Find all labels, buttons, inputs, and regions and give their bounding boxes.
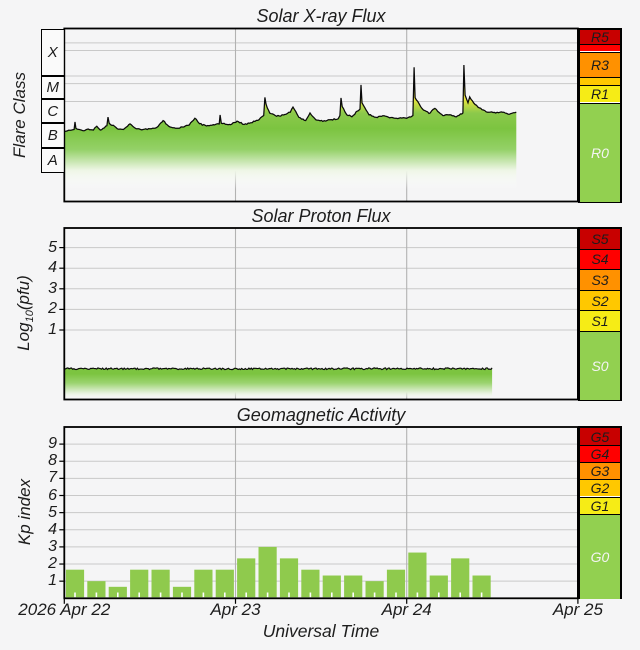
scale-band-S1: S1 <box>580 310 620 331</box>
y-tick-label: 2 <box>48 300 57 318</box>
kp-bar-minor-tick <box>95 592 98 598</box>
s-scale-column: S5 S4 S3 S2 S1 S0 <box>578 227 622 401</box>
scale-band-G3: G3 <box>580 462 620 480</box>
scale-band-G2: G2 <box>580 479 620 497</box>
geomag-panel-title: Geomagnetic Activity <box>236 405 406 425</box>
xray-panel-title: Solar X-ray Flux <box>256 6 386 26</box>
scale-band-G0: G0 <box>580 513 620 600</box>
kp-bar <box>365 581 384 598</box>
kp-bar-minor-tick <box>202 592 205 598</box>
kp-bar-minor-tick <box>159 592 162 598</box>
scale-band-G5: G5 <box>580 428 620 446</box>
flare-class-box-B: B <box>41 123 65 148</box>
y-tick-label: 2 <box>48 555 57 573</box>
kp-bar <box>429 575 448 598</box>
kp-bar-minor-tick <box>266 592 269 598</box>
kp-bar <box>408 552 427 598</box>
kp-bar-minor-tick <box>416 592 419 598</box>
kp-bar <box>258 546 277 598</box>
kp-bar-minor-tick <box>117 592 119 598</box>
kp-bar <box>237 558 256 598</box>
kp-bar-minor-tick <box>459 592 461 598</box>
scale-band-S2: S2 <box>580 289 620 311</box>
date-tick-label: Apr 25 <box>552 600 603 619</box>
kp-bar-minor-tick <box>74 592 76 598</box>
kp-bar <box>130 569 149 598</box>
y-tick-label: 6 <box>48 486 57 504</box>
kp-bar-minor-tick <box>309 592 312 598</box>
kp-bar <box>65 569 85 598</box>
kp-bar-minor-tick <box>331 592 333 598</box>
kp-bar <box>301 569 320 598</box>
kp-bar <box>172 586 192 598</box>
kp-bar <box>215 569 234 598</box>
scale-band-R0: R0 <box>580 102 620 203</box>
xray-flux-area <box>64 65 517 201</box>
y-tick-label: 1 <box>48 572 57 590</box>
xray-y-axis-label: Flare Class <box>10 72 29 158</box>
kp-bar <box>472 575 491 598</box>
r-scale-column: R5 R3 R1 R0 <box>578 27 622 203</box>
scale-band-Rx <box>580 77 620 85</box>
y-tick-label: 3 <box>48 279 57 297</box>
proton-flux-area <box>64 367 493 399</box>
kp-bar-minor-tick <box>245 592 247 598</box>
scale-band-G4: G4 <box>580 445 620 463</box>
kp-bar <box>279 558 299 598</box>
y-tick-label: 9 <box>48 435 57 453</box>
kp-bar <box>344 575 363 598</box>
y-tick-label: 4 <box>48 520 57 538</box>
proton-flux-line <box>64 366 493 371</box>
kp-bar <box>151 569 170 598</box>
scale-band-S0: S0 <box>580 331 620 401</box>
y-tick-label: 5 <box>48 238 57 256</box>
y-tick-label: 3 <box>48 537 57 555</box>
kp-bar <box>108 586 127 598</box>
y-tick-label: 5 <box>48 503 57 521</box>
kp-bar-minor-tick <box>138 592 140 598</box>
kp-bar-minor-tick <box>395 592 397 598</box>
kp-bar <box>87 581 106 598</box>
y-tick-label: 4 <box>48 259 57 277</box>
flare-class-box-C: C <box>41 99 65 124</box>
kp-bar <box>322 575 341 598</box>
flare-class-box-M: M <box>41 76 65 100</box>
kp-bar-minor-tick <box>288 592 290 598</box>
y-tick-label: 1 <box>48 321 57 338</box>
x-axis-label: Universal Time <box>262 621 380 641</box>
kp-bar-minor-tick <box>480 592 483 598</box>
scale-band-R5: R5 <box>580 29 620 45</box>
date-tick-label: Apr 23 <box>210 600 261 619</box>
scale-band-S3: S3 <box>580 269 620 290</box>
plot-border <box>63 426 579 600</box>
plot-border <box>63 227 579 401</box>
g-scale-column: G5 G4 G3 G2 G1 G0 <box>578 426 622 600</box>
scale-band-R3: R3 <box>580 51 620 77</box>
scale-band-S5: S5 <box>580 229 620 249</box>
scale-band-Rx <box>580 43 620 52</box>
flare-class-box-X: X <box>41 28 65 76</box>
proton-panel-title: Solar Proton Flux <box>251 206 391 226</box>
kp-bar-minor-tick <box>181 592 183 598</box>
flare-class-box-A: A <box>41 147 65 173</box>
kp-bar-minor-tick <box>352 592 354 598</box>
kp-bar-minor-tick <box>224 592 226 598</box>
xray-flux-line <box>64 64 517 133</box>
kp-bar <box>451 558 470 598</box>
scale-band-S4: S4 <box>580 248 620 270</box>
kp-bar <box>194 569 213 598</box>
scale-band-R1: R1 <box>580 84 620 103</box>
y-tick-label: 8 <box>48 452 57 470</box>
date-tick-label: 2026 Apr 22 <box>18 600 111 619</box>
kp-bar-minor-tick <box>438 592 440 598</box>
date-tick-label: Apr 24 <box>381 600 432 619</box>
kp-bar-minor-tick <box>373 592 376 598</box>
y-tick-label: 7 <box>48 469 57 487</box>
scale-band-G1: G1 <box>580 496 620 514</box>
kp-bar <box>386 569 406 598</box>
